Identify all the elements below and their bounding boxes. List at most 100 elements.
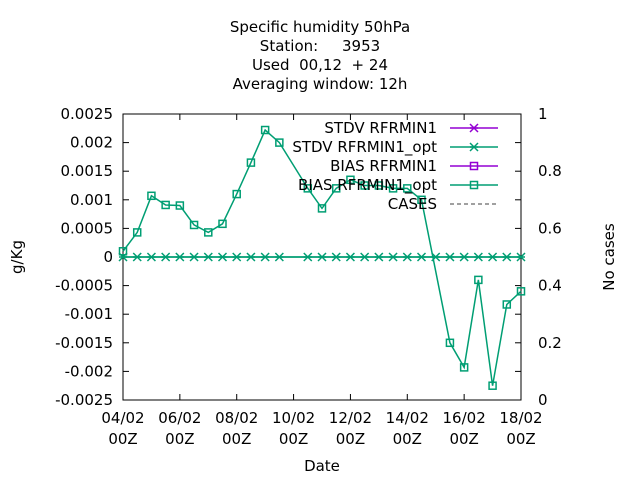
y2-tick-label: 0 [538,391,548,409]
x-tick-label-time: 00Z [449,430,478,448]
marks [118,125,526,390]
data-point-star [459,252,469,262]
data-point-square [232,189,241,199]
legend-label: BIAS RFRMIN1_opt [298,176,437,195]
data-point-star [445,252,455,262]
y2-tick-label: 0.8 [538,162,562,180]
data-point-square [132,228,142,237]
x-tick-label: 04/02 [101,409,144,427]
y-tick-label: -0.001 [65,305,113,323]
data-point-star [388,252,398,262]
y-tick-label: 0.0025 [61,105,114,123]
averaging-line: Averaging window: 12h [232,75,408,93]
data-point-star [303,252,313,262]
data-point-square [246,158,256,167]
y-tick-label: -0.002 [65,362,113,380]
data-point-square [516,287,526,296]
data-point-square [360,181,369,190]
legend-label: STDV RFRMIN1 [324,119,437,137]
chart-title: Specific humidity 50hPa [229,18,411,36]
data-point-star [203,252,213,262]
data-point-star [360,252,370,262]
data-point-square [303,184,313,193]
data-point-star [246,252,256,262]
data-point-square [189,220,199,230]
legend-label: BIAS RFRMIN1 [330,157,437,175]
data-point-square [317,204,327,213]
data-point-star [146,252,156,262]
y-axis-label: g/Kg [8,240,26,274]
y2-tick-label: 0.6 [538,219,562,237]
axes-text: 0.0025 0.002 0.0015 0.001 0.0005 0 -0.0005 -0.0… [8,105,618,475]
data-point-star [175,252,185,262]
x-tick-label: 06/02 [158,409,201,427]
y2-axis-label: No cases [600,223,618,291]
data-point-star [274,252,284,262]
data-point-star [473,252,483,262]
legend-label: STDV RFRMIN1_opt [292,138,437,157]
data-point-star [132,252,142,262]
data-point-square [175,201,185,210]
data-point-square [118,247,128,256]
y-tick-label: 0.0005 [61,219,114,237]
data-point-square [502,300,512,309]
series-line-1 [122,128,522,386]
data-point-star [232,252,242,262]
data-point-square [445,338,455,348]
x-tick-label: 18/02 [499,409,542,427]
data-point-square [388,184,398,193]
y2-tick-label: 0.4 [538,277,562,295]
x-axis-label: Date [304,457,340,475]
data-point-star [260,252,270,262]
data-point-square [488,381,497,390]
data-point-square [403,184,412,193]
data-point-star [488,252,498,262]
data-point-star [217,252,228,262]
x-tick-label: 14/02 [386,409,429,427]
y-tick-label: 0.002 [70,134,113,152]
y2-tick-label: 0.2 [538,334,562,352]
data-point-square [346,175,355,185]
data-point-square [218,219,227,229]
x-tick-label: 12/02 [329,409,372,427]
x-tick-label-time: 00Z [222,430,251,448]
data-point-square [459,363,469,372]
x-tick-label-time: 00Z [279,430,308,448]
data-point-square [417,195,426,205]
data-point-star [317,252,327,262]
data-point-star [516,252,526,262]
y-tick-label: 0.0015 [61,162,114,180]
series-lines [122,128,522,386]
x-tick-label: 10/02 [272,409,315,427]
x-tick-label-time: 00Z [506,430,535,448]
data-point-star [502,252,512,262]
data-point-square [161,200,170,210]
data-point-square [147,191,156,201]
y-tick-label: -0.0005 [55,277,113,295]
legend-label: CASES [388,195,437,213]
x-tick-label: 16/02 [443,409,486,427]
x-tick-label: 08/02 [215,409,258,427]
x-tick-label-time: 00Z [393,430,422,448]
used-line: Used 00,12 + 24 [252,56,388,74]
grid [122,113,522,401]
data-point-square [204,228,213,237]
data-point-star [189,252,199,262]
data-point-star [331,252,341,262]
data-point-star [416,252,427,262]
data-point-square [260,125,270,135]
data-point-square [331,184,341,193]
data-point-square [275,138,284,147]
x-tick-label-time: 00Z [165,430,194,448]
data-point-star [374,252,384,262]
legend-marker [469,142,479,152]
data-point-star [431,252,441,262]
y-tick-label: 0.001 [70,191,113,209]
data-point-square [374,181,384,190]
y-tick-label: -0.0015 [55,334,113,352]
legend-marker [469,161,479,171]
x-tick-label-time: 00Z [108,430,137,448]
x-tick-label-time: 00Z [336,430,365,448]
legend-marker [469,123,479,133]
